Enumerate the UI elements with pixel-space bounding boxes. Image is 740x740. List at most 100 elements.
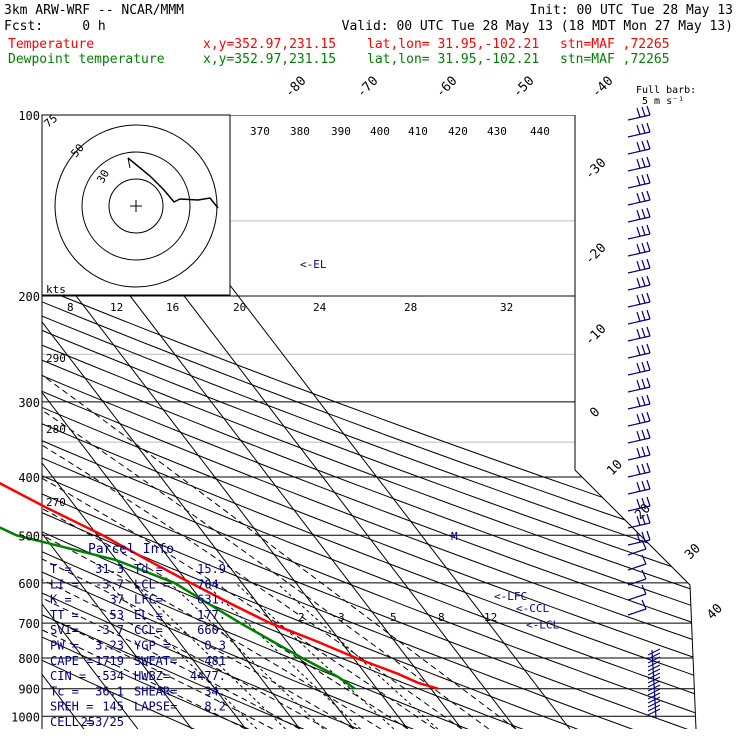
moist-adiabat bbox=[42, 268, 301, 729]
parcel-value: 8.2 bbox=[204, 700, 226, 714]
wind-barb-low bbox=[647, 668, 661, 676]
dry-adiabat bbox=[42, 115, 696, 729]
parcel-key: HWBZ= bbox=[134, 669, 170, 683]
mixing-ratio-line bbox=[276, 582, 439, 729]
marker-ccl: <-CCL bbox=[516, 602, 549, 615]
dry-adiabat bbox=[42, 115, 475, 729]
pressure-label-900: 900 bbox=[18, 683, 40, 697]
barb-unit-label: 5 m s⁻¹ bbox=[642, 96, 684, 107]
theta-label: 440 bbox=[530, 125, 550, 138]
wind-barb bbox=[627, 105, 651, 121]
wind-barb bbox=[627, 122, 651, 138]
marker-el: <-EL bbox=[300, 258, 327, 271]
hodo-ring bbox=[81, 151, 191, 261]
dewpoint-trace bbox=[0, 526, 356, 690]
dry-adiabat bbox=[42, 115, 696, 729]
theta-left-label: 270 bbox=[46, 496, 66, 509]
isotherm-label-right: 30 bbox=[682, 541, 704, 563]
hodo-ring bbox=[108, 178, 164, 234]
parcel-key: LAPSE= bbox=[134, 700, 177, 714]
wind-barb-low bbox=[647, 708, 661, 716]
theta-label: 420 bbox=[448, 125, 468, 138]
theta-label: 390 bbox=[331, 125, 351, 138]
moist-adiabat bbox=[42, 268, 382, 729]
dry-adiabat bbox=[42, 115, 200, 729]
moist-adiabat bbox=[42, 268, 517, 729]
parcel-key: CAPE = bbox=[50, 654, 93, 668]
dry-adiabat bbox=[42, 115, 696, 729]
wind-barb bbox=[627, 258, 651, 274]
parcel-key: T = bbox=[50, 562, 72, 576]
mixing-ratio-low-label: 3 bbox=[338, 611, 345, 624]
temp-xy: x,y=352.97,231.15 bbox=[203, 37, 336, 52]
mixing-ratio-label: 28 bbox=[404, 301, 417, 314]
wind-barb-staff bbox=[651, 649, 657, 719]
isotherm-label-top: -40 bbox=[589, 74, 616, 101]
marker-m: M bbox=[451, 530, 458, 543]
parcel-key: SWEAT= bbox=[134, 654, 177, 668]
wind-barb bbox=[627, 377, 651, 393]
pressure-label-600: 600 bbox=[18, 577, 40, 591]
parcel-key: LI = bbox=[50, 577, 79, 591]
pressure-label-1000: 1000 bbox=[11, 710, 40, 724]
dry-adiabat bbox=[42, 115, 365, 729]
pressure-label-100: 100 bbox=[18, 109, 40, 123]
wind-barbs bbox=[627, 105, 661, 719]
wind-barb bbox=[627, 275, 651, 291]
forecast-hour: Fcst: 0 h bbox=[4, 19, 106, 34]
full-barb-label: Full barb: bbox=[636, 85, 696, 96]
wind-barb-low bbox=[647, 664, 661, 672]
isotherm-label-right: -20 bbox=[582, 241, 609, 268]
mixing-ratio-line bbox=[133, 582, 286, 729]
hodo-start-tick bbox=[127, 157, 131, 169]
dew-station: stn=MAF ,72265 bbox=[560, 52, 670, 67]
parcel-value: 4477. bbox=[190, 669, 226, 683]
parcel-key: LFC= bbox=[134, 593, 163, 607]
hodograph-trace bbox=[127, 157, 219, 209]
sounding-traces: <-EL <-LFC<-CCL <-LCL M bbox=[0, 258, 559, 690]
dew-xy: x,y=352.97,231.15 bbox=[203, 52, 336, 67]
parcel-key: CCL= bbox=[134, 623, 163, 637]
parcel-value: 15.9 bbox=[197, 562, 226, 576]
wind-barb-low bbox=[647, 700, 661, 708]
theta-label: 430 bbox=[487, 125, 507, 138]
wind-barb bbox=[627, 513, 651, 529]
wind-barb bbox=[627, 479, 651, 495]
mixing-ratio-label: 24 bbox=[313, 301, 327, 314]
wind-barb bbox=[627, 462, 651, 478]
hodo-ring-label: 30 bbox=[94, 168, 112, 186]
mixing-ratio-label: 16 bbox=[166, 301, 179, 314]
theta-left-label: 290 bbox=[46, 352, 66, 365]
parcel-value: 37 bbox=[110, 593, 124, 607]
moist-adiabat bbox=[42, 268, 436, 729]
wind-barb bbox=[627, 584, 647, 601]
dry-adiabat bbox=[42, 115, 639, 729]
wind-barb bbox=[627, 309, 651, 325]
wind-barb bbox=[627, 496, 651, 512]
wind-barb bbox=[627, 224, 651, 240]
wind-barb bbox=[627, 554, 647, 571]
parcel-key: Td = bbox=[134, 562, 163, 576]
kts-label: kts bbox=[46, 283, 66, 296]
isotherm bbox=[42, 115, 310, 729]
mixing-ratio-label: 8 bbox=[67, 301, 74, 314]
mixing-ratio-label: 32 bbox=[500, 301, 513, 314]
mixing-ratio-label: 12 bbox=[110, 301, 123, 314]
isotherm bbox=[42, 115, 418, 729]
dry-adiabat bbox=[42, 115, 529, 729]
wind-barb bbox=[627, 190, 651, 206]
mixing-ratio-line bbox=[106, 582, 258, 729]
wind-barb bbox=[627, 343, 651, 359]
moist-adiabat bbox=[42, 268, 490, 729]
parcel-value: -534 bbox=[95, 669, 124, 683]
parcel-info-panel: Parcel Info T = 31.3 Td = 15.9 LI = -3.7 LCL = 7… bbox=[50, 542, 226, 729]
parcel-value: -3.7 bbox=[95, 577, 124, 591]
wind-barb bbox=[627, 394, 651, 410]
parcel-key: SHEAR= bbox=[134, 684, 177, 698]
right-axis-cut bbox=[574, 469, 697, 730]
isotherm bbox=[42, 115, 202, 729]
pressure-label-200: 200 bbox=[18, 290, 40, 304]
dry-adiabat bbox=[42, 115, 696, 729]
